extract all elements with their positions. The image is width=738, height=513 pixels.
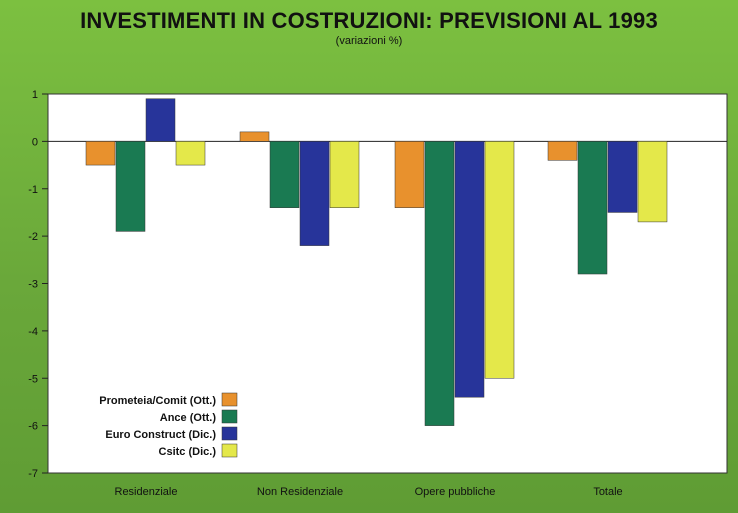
y-tick-label: -1 xyxy=(28,184,38,196)
y-tick-label: -2 xyxy=(28,231,38,243)
bar-residenziale-s3 xyxy=(175,141,206,166)
x-category-label: Residenziale xyxy=(115,486,178,498)
bar-residenziale-s2 xyxy=(145,98,176,142)
bar-non-residenziale-s3 xyxy=(329,141,360,208)
bar-totale-s3 xyxy=(637,141,668,223)
x-category-label: Opere pubbliche xyxy=(415,486,496,498)
legend-label: Ance (Ott.) xyxy=(160,412,217,424)
bar-opere-pubbliche-s3 xyxy=(484,141,515,379)
bar-totale-s1 xyxy=(577,141,608,275)
x-category-label: Non Residenziale xyxy=(257,486,343,498)
x-category-label: Totale xyxy=(593,486,622,498)
legend-swatch xyxy=(221,443,238,458)
legend-label: Euro Construct (Dic.) xyxy=(105,429,216,441)
bar-non-residenziale-s2 xyxy=(299,141,330,246)
bar-non-residenziale-s1 xyxy=(269,141,300,208)
y-tick-label: -5 xyxy=(28,373,38,385)
legend-swatch xyxy=(221,392,238,407)
bar-opere-pubbliche-s0 xyxy=(394,141,425,208)
bar-non-residenziale-s0 xyxy=(239,131,270,142)
bar-residenziale-s0 xyxy=(85,141,116,166)
y-tick-label: 0 xyxy=(32,136,38,148)
chart-title: INVESTIMENTI IN COSTRUZIONI: PREVISIONI … xyxy=(80,8,658,33)
legend-swatch xyxy=(221,409,238,424)
legend-label: Csitc (Dic.) xyxy=(159,446,217,458)
y-tick-label: -3 xyxy=(28,279,38,291)
y-tick-label: -6 xyxy=(28,421,38,433)
bar-opere-pubbliche-s1 xyxy=(424,141,455,426)
bar-opere-pubbliche-s2 xyxy=(454,141,485,398)
chart-subtitle: (variazioni %) xyxy=(335,35,403,47)
y-tick-label: 1 xyxy=(32,89,38,101)
y-tick-label: -7 xyxy=(28,468,38,480)
y-tick-label: -4 xyxy=(28,326,38,338)
bar-totale-s0 xyxy=(547,141,578,161)
bar-totale-s2 xyxy=(607,141,638,213)
legend-swatch xyxy=(221,426,238,441)
legend-label: Prometeia/Comit (Ott.) xyxy=(99,395,216,407)
bar-residenziale-s1 xyxy=(115,141,146,232)
